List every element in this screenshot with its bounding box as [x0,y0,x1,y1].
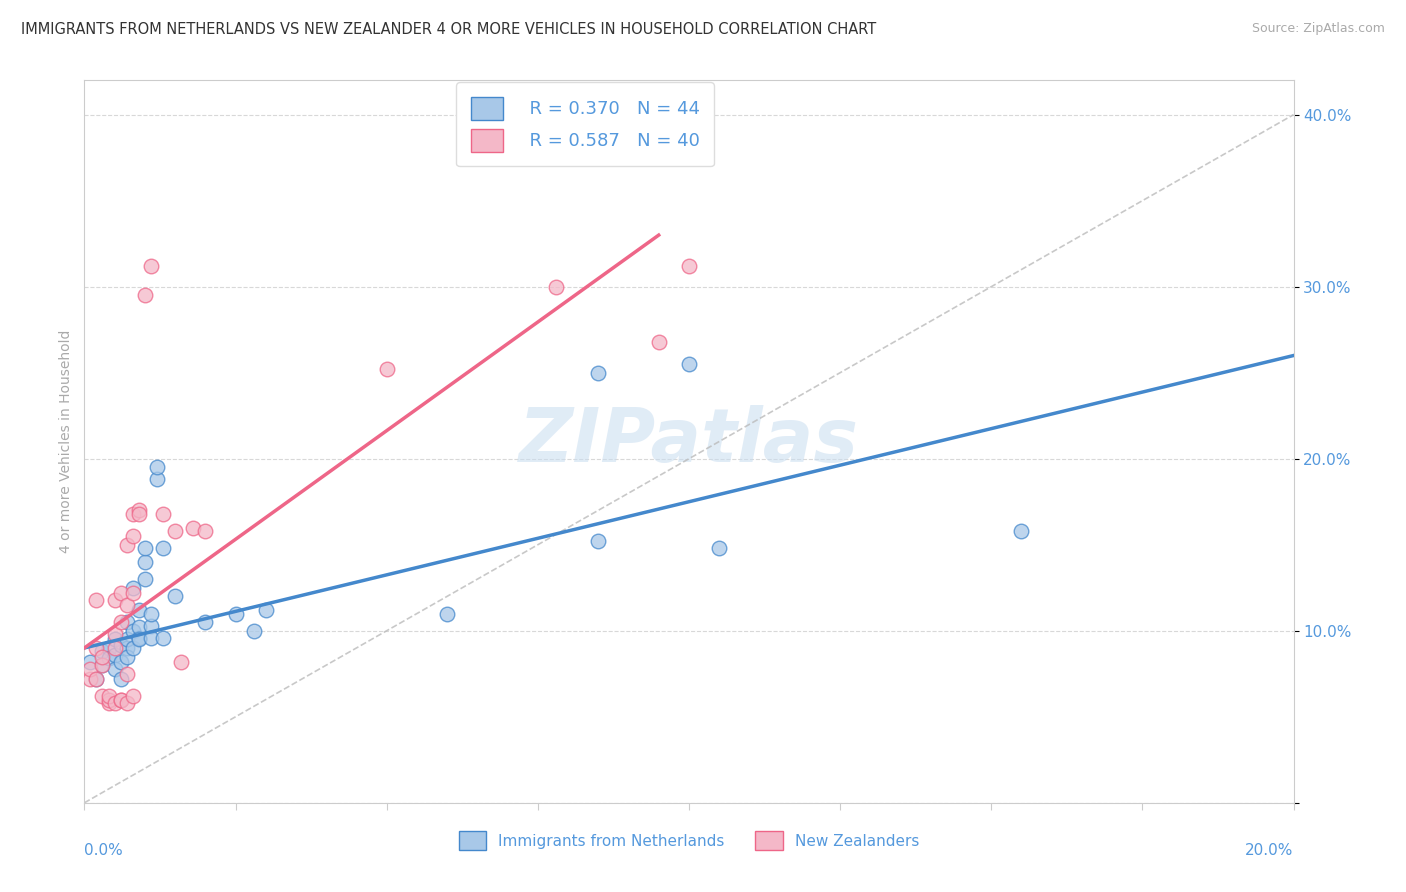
Point [225,607,247,621]
Point [194,524,217,538]
Text: IMMIGRANTS FROM NETHERLANDS VS NEW ZEALANDER 4 OR MORE VEHICLES IN HOUSEHOLD COR: IMMIGRANTS FROM NETHERLANDS VS NEW ZEALA… [21,22,876,37]
Point [139,618,162,632]
Point [79,672,101,686]
Point [115,640,138,655]
Point [115,598,138,612]
Point [648,334,671,349]
Point [678,357,700,371]
Point [91,649,114,664]
Point [146,460,169,475]
Point [121,689,143,703]
Point [128,503,150,517]
Point [121,529,143,543]
Point [97,689,120,703]
Point [181,520,204,534]
Point [104,662,127,676]
Point [139,259,162,273]
Point [128,507,150,521]
Point [110,672,132,686]
Point [110,615,132,630]
Point [97,651,120,665]
Point [128,631,150,645]
Point [165,590,187,604]
Point [110,692,132,706]
Point [134,555,156,569]
Point [86,640,108,655]
Point [110,586,132,600]
Text: ZIPatlas: ZIPatlas [519,405,859,478]
Text: 0.0%: 0.0% [84,843,124,857]
Point [121,507,143,521]
Point [79,655,101,669]
Point [375,362,398,376]
Point [121,581,143,595]
Point [678,259,700,273]
Point [134,288,156,302]
Point [91,658,114,673]
Point [91,689,114,703]
Point [97,692,120,706]
Point [104,627,127,641]
Point [97,640,120,655]
Point [134,541,156,556]
Point [121,624,143,638]
Point [146,472,169,486]
Point [104,592,127,607]
Point [165,524,187,538]
Point [254,603,277,617]
Point [242,624,264,638]
Point [139,607,162,621]
Y-axis label: 4 or more Vehicles in Household: 4 or more Vehicles in Household [59,330,73,553]
Point [110,692,132,706]
Point [86,672,108,686]
Point [128,603,150,617]
Point [115,632,138,647]
Point [79,662,101,676]
Point [128,632,150,647]
Point [104,696,127,710]
Point [91,644,114,658]
Point [115,696,138,710]
Point [115,615,138,630]
Text: 20.0%: 20.0% [1246,843,1294,857]
Point [588,366,610,380]
Point [104,640,127,655]
Point [152,541,174,556]
Point [115,538,138,552]
Point [86,672,108,686]
Point [152,507,174,521]
Point [1011,524,1033,538]
Point [121,640,143,655]
Point [115,649,138,664]
Point [436,607,458,621]
Point [134,572,156,586]
Point [110,655,132,669]
Point [115,666,138,681]
Point [152,631,174,645]
Point [110,638,132,652]
Text: Source: ZipAtlas.com: Source: ZipAtlas.com [1251,22,1385,36]
Point [128,620,150,634]
Legend: Immigrants from Netherlands, New Zealanders: Immigrants from Netherlands, New Zealand… [453,825,925,856]
Point [588,534,610,549]
Point [86,592,108,607]
Point [544,279,567,293]
Point [121,586,143,600]
Point [139,631,162,645]
Point [91,658,114,673]
Point [104,632,127,647]
Point [97,696,120,710]
Point [194,615,217,630]
Point [104,648,127,662]
Point [170,655,193,669]
Point [709,541,731,556]
